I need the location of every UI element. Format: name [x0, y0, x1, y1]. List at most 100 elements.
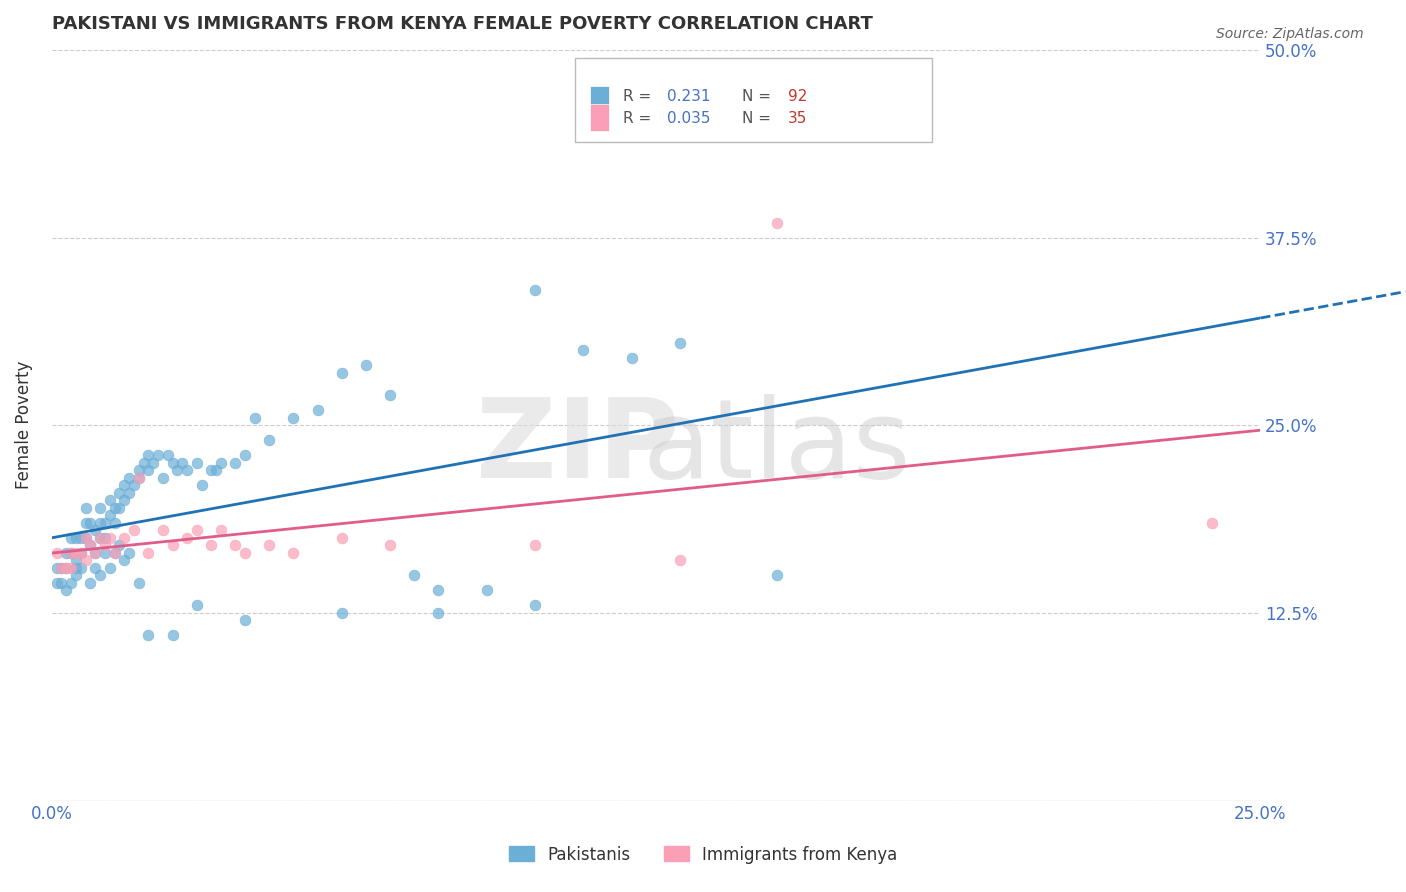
Point	[620, 351, 643, 365]
Point	[142, 456, 165, 470]
Point	[89, 531, 111, 545]
Point	[75, 531, 97, 545]
Point	[79, 575, 101, 590]
Point	[65, 553, 87, 567]
Point	[330, 366, 353, 380]
Point	[84, 546, 107, 560]
Point	[766, 568, 789, 582]
Point	[224, 538, 246, 552]
Point	[69, 546, 91, 560]
Point	[162, 538, 184, 552]
Point	[75, 500, 97, 515]
Text: 35: 35	[787, 111, 807, 126]
Point	[669, 553, 692, 567]
Point	[79, 516, 101, 530]
Point	[138, 546, 160, 560]
Point	[138, 463, 160, 477]
Point	[243, 410, 266, 425]
Point	[89, 500, 111, 515]
Point	[84, 561, 107, 575]
Text: 0.035: 0.035	[666, 111, 710, 126]
Text: R =: R =	[623, 89, 657, 103]
Point	[112, 553, 135, 567]
Point	[60, 531, 83, 545]
Point	[128, 575, 150, 590]
Point	[1201, 516, 1223, 530]
Point	[98, 508, 121, 523]
Point	[69, 531, 91, 545]
Point	[65, 546, 87, 560]
Text: 0.231: 0.231	[666, 89, 710, 103]
Point	[55, 546, 77, 560]
Point	[75, 553, 97, 567]
Point	[94, 546, 117, 560]
Text: 92: 92	[787, 89, 807, 103]
Point	[98, 493, 121, 508]
Point	[354, 358, 377, 372]
Point	[45, 546, 67, 560]
Point	[427, 583, 450, 598]
Point	[404, 568, 426, 582]
Point	[84, 546, 107, 560]
Point	[233, 546, 256, 560]
Point	[108, 485, 131, 500]
Point	[186, 524, 208, 538]
Point	[89, 531, 111, 545]
Point	[55, 561, 77, 575]
Point	[128, 471, 150, 485]
Point	[89, 568, 111, 582]
Point	[108, 500, 131, 515]
Point	[65, 561, 87, 575]
Point	[138, 628, 160, 642]
Text: N =: N =	[742, 111, 776, 126]
Point	[60, 546, 83, 560]
Text: N =: N =	[742, 89, 776, 103]
Point	[45, 561, 67, 575]
Point	[75, 531, 97, 545]
Point	[69, 561, 91, 575]
FancyBboxPatch shape	[575, 58, 932, 142]
Point	[79, 538, 101, 552]
Point	[330, 531, 353, 545]
Point	[45, 575, 67, 590]
Point	[65, 568, 87, 582]
Point	[176, 531, 198, 545]
Y-axis label: Female Poverty: Female Poverty	[15, 361, 32, 490]
Text: Source: ZipAtlas.com: Source: ZipAtlas.com	[1216, 27, 1364, 41]
Point	[283, 410, 305, 425]
Text: PAKISTANI VS IMMIGRANTS FROM KENYA FEMALE POVERTY CORRELATION CHART: PAKISTANI VS IMMIGRANTS FROM KENYA FEMAL…	[52, 15, 873, 33]
Point	[524, 599, 547, 613]
Point	[75, 516, 97, 530]
Point	[186, 599, 208, 613]
Point	[65, 531, 87, 545]
Point	[84, 524, 107, 538]
FancyBboxPatch shape	[589, 103, 609, 131]
Point	[138, 448, 160, 462]
Text: atlas: atlas	[643, 394, 911, 501]
Point	[122, 478, 145, 492]
Point	[104, 546, 127, 560]
Point	[112, 493, 135, 508]
Point	[205, 463, 228, 477]
Point	[162, 628, 184, 642]
Point	[524, 538, 547, 552]
Point	[233, 614, 256, 628]
Point	[166, 463, 188, 477]
Point	[94, 531, 117, 545]
Point	[233, 448, 256, 462]
Point	[378, 388, 401, 402]
Point	[118, 471, 141, 485]
Point	[156, 448, 179, 462]
Point	[427, 606, 450, 620]
Point	[132, 456, 155, 470]
Point	[378, 538, 401, 552]
Point	[190, 478, 212, 492]
Point	[98, 531, 121, 545]
Point	[669, 335, 692, 350]
Point	[475, 583, 498, 598]
Text: R =: R =	[623, 111, 657, 126]
Point	[172, 456, 194, 470]
Point	[60, 575, 83, 590]
Point	[55, 561, 77, 575]
Point	[152, 471, 174, 485]
